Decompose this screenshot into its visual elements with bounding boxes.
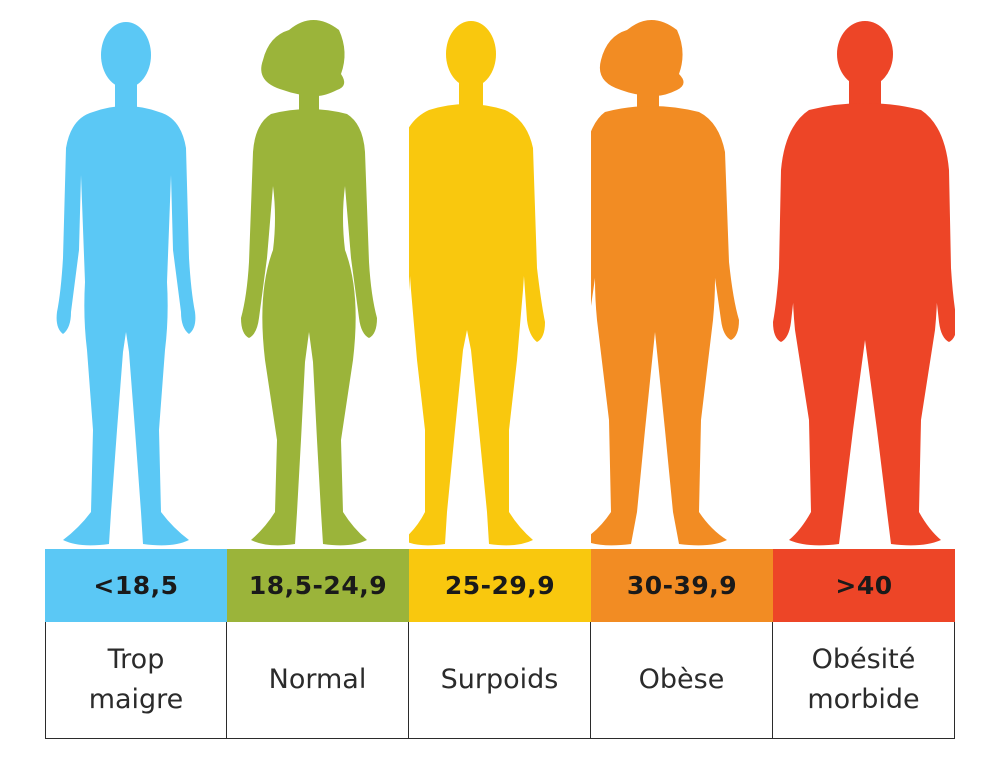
morbid-figure-svg [773,21,955,546]
bmi-label-cell: Obésité morbide [773,622,955,739]
bmi-range-cell: 18,5-24,9 [227,549,409,622]
bmi-range-cell: 30-39,9 [591,549,773,622]
bmi-label-line: Trop [107,644,165,675]
bmi-label-cell: Obèse [591,622,773,739]
body-silhouettes [45,0,955,550]
bmi-column-morbid: >40 Obésité morbide [773,549,955,739]
slim-figure-svg [56,22,196,546]
bmi-range-cell: >40 [773,549,955,622]
bmi-column-normal: 18,5-24,9 Normal [227,549,409,739]
bmi-label-line: Obésité [811,644,916,675]
bmi-column-obese: 30-39,9 Obèse [591,549,773,739]
bmi-label-cell: Surpoids [409,622,591,739]
slim-male-silhouette [45,0,227,550]
normal-figure-svg [241,20,377,546]
bmi-range-cell: 25-29,9 [409,549,591,622]
bmi-range-cell: <18,5 [45,549,227,622]
bmi-label-line: morbide [807,684,920,715]
obese-figure-svg [591,20,739,546]
bmi-label-line: maigre [88,684,184,715]
normal-female-silhouette [227,0,409,550]
overweight-figure-svg [409,21,545,546]
bmi-label-line: Normal [268,664,367,695]
bmi-label-line: Surpoids [440,664,559,695]
bmi-label-cell: Normal [227,622,409,739]
overweight-male-silhouette [409,0,591,550]
bmi-label-cell: Trop maigre [45,622,227,739]
bmi-column-overweight: 25-29,9 Surpoids [409,549,591,739]
bmi-column-underweight: <18,5 Trop maigre [45,549,227,739]
morbidly-obese-male-silhouette [773,0,955,550]
bmi-table: <18,5 Trop maigre 18,5-24,9 Normal 25-29… [45,549,956,739]
bmi-label-line: Obèse [638,664,725,695]
obese-female-silhouette [591,0,773,550]
